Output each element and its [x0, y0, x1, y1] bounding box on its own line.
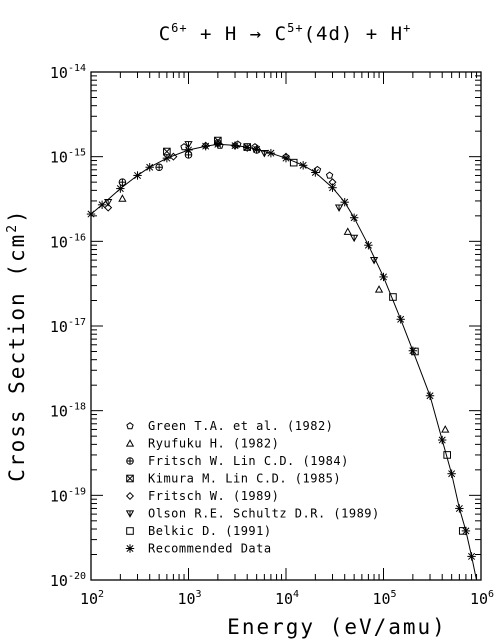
data-point-triangle-up — [118, 194, 127, 202]
title-part-3: + H → C — [188, 23, 288, 45]
fit-curve-layer — [90, 143, 477, 581]
title-part-1: C — [159, 23, 171, 45]
y-tick-label: 10-16 — [50, 232, 86, 251]
data-point-triangle-up — [441, 425, 450, 433]
ylabel-part-2: 2 — [5, 223, 20, 233]
data-point-asterisk — [281, 153, 291, 163]
y-tick-label: 10-17 — [50, 317, 86, 336]
data-point-triangle-down — [369, 256, 379, 265]
data-point-triangle-down — [334, 204, 344, 212]
chart-title: C6+ + H → C5+(4d) + H+ — [159, 21, 412, 45]
x-tick-label: 103 — [177, 589, 201, 608]
data-point-asterisk — [467, 552, 476, 561]
data-point-square — [443, 451, 451, 459]
y-axis-label: Cross Section (cm2) — [5, 208, 29, 481]
data-point-asterisk — [461, 526, 471, 536]
data-point-asterisk — [328, 183, 337, 192]
data-point-diamond — [104, 203, 113, 212]
title-part-5: (4d) + H — [304, 23, 404, 45]
axis-ticks — [90, 71, 482, 581]
legend-marker-asterisk — [125, 544, 135, 553]
data-point-asterisk — [230, 141, 240, 150]
data-point-asterisk — [408, 346, 418, 355]
data-point-asterisk — [349, 213, 359, 222]
data-point-asterisk — [145, 163, 154, 172]
data-point-asterisk — [340, 197, 349, 207]
ylabel-part-3: ) — [5, 208, 29, 223]
data-point-asterisk — [425, 391, 435, 400]
legend-entry-label: Belkic D. (1991) — [148, 524, 272, 538]
data-point-asterisk — [311, 168, 320, 177]
data-point-asterisk — [252, 145, 261, 154]
data-point-asterisk — [447, 469, 456, 478]
legend-marker-diamond — [125, 491, 135, 501]
y-tick-label: 10-18 — [50, 402, 86, 421]
legend-marker-triangle-down — [125, 510, 135, 518]
data-point-asterisk — [201, 141, 210, 151]
data-point-x-box — [163, 147, 171, 156]
legend-entry-label: Kimura M. Lin C.D. (1985) — [148, 472, 341, 486]
data-point-square — [389, 293, 397, 301]
data-point-triangle-down — [349, 234, 359, 243]
data-point-asterisk — [213, 140, 223, 149]
legend-entry-label: Fritsch W. Lin C.D. (1984) — [148, 454, 349, 468]
data-point-asterisk — [396, 315, 405, 324]
data-point-asterisk — [162, 153, 172, 163]
data-point-pentagon — [180, 143, 188, 151]
data-point-asterisk — [266, 148, 276, 158]
data-point-asterisk — [379, 272, 388, 282]
y-tick-label: 10-15 — [50, 148, 86, 167]
data-point-square — [289, 158, 298, 167]
legend-entry-label: Olson R.E. Schultz D.R. (1989) — [148, 507, 380, 521]
legend-entry-label: Recommended Data — [148, 542, 272, 556]
legend-marker-x-box — [126, 474, 134, 483]
axis-tick-labels: 102 103 104 105 106 10-14 10-15 10-16 10-17 10-18… — [50, 63, 494, 608]
data-point-asterisk — [298, 161, 308, 170]
legend-entry-label: Ryufuku H. (1982) — [148, 437, 279, 451]
data-point-asterisk — [184, 145, 193, 155]
x-tick-label: 106 — [470, 589, 494, 608]
data-point-pentagon — [325, 171, 334, 179]
ylabel-part-1: Cross Section (cm — [5, 233, 29, 482]
data-points — [86, 136, 476, 561]
legend-entry-label: Green T.A. et al. (1982) — [148, 419, 333, 433]
recommended-fit-curve — [90, 143, 477, 581]
legend-marker-plus-circle — [126, 457, 134, 465]
data-point-asterisk — [86, 209, 96, 219]
x-axis-label: Energy (eV/amu) — [227, 615, 447, 639]
data-point-asterisk — [97, 200, 107, 210]
data-point-triangle-up — [343, 227, 352, 235]
title-part-6: + — [403, 21, 411, 35]
data-point-triangle-down — [104, 199, 113, 207]
legend-marker-square — [126, 527, 134, 535]
data-point-diamond — [169, 152, 178, 161]
data-point-asterisk — [116, 184, 125, 193]
legend-marker-pentagon — [126, 422, 134, 430]
legend: Green T.A. et al. (1982) Ryufuku H. (1982… — [125, 419, 380, 556]
legend-marker-triangle-up — [125, 439, 135, 447]
data-point-triangle-up — [374, 285, 384, 293]
title-part-2: 6+ — [171, 21, 187, 35]
data-point-triangle-down — [260, 150, 269, 158]
data-point-asterisk — [133, 171, 142, 180]
y-tick-label: 10-19 — [50, 486, 86, 505]
x-tick-label: 105 — [372, 589, 396, 608]
data-point-plus-circle — [118, 178, 127, 186]
data-point-asterisk — [243, 143, 252, 152]
plot-frame — [90, 71, 482, 581]
data-point-asterisk — [438, 435, 447, 445]
x-tick-label: 102 — [80, 589, 104, 608]
data-point-plus-circle — [155, 163, 163, 172]
y-tick-label: 10-14 — [50, 63, 86, 82]
legend-entry-label: Fritsch W. (1989) — [148, 489, 279, 503]
data-point-asterisk — [455, 504, 464, 513]
x-tick-label: 104 — [275, 589, 299, 608]
title-part-4: 5+ — [287, 21, 303, 35]
y-tick-label: 10-20 — [50, 571, 86, 590]
data-point-asterisk — [364, 241, 373, 250]
